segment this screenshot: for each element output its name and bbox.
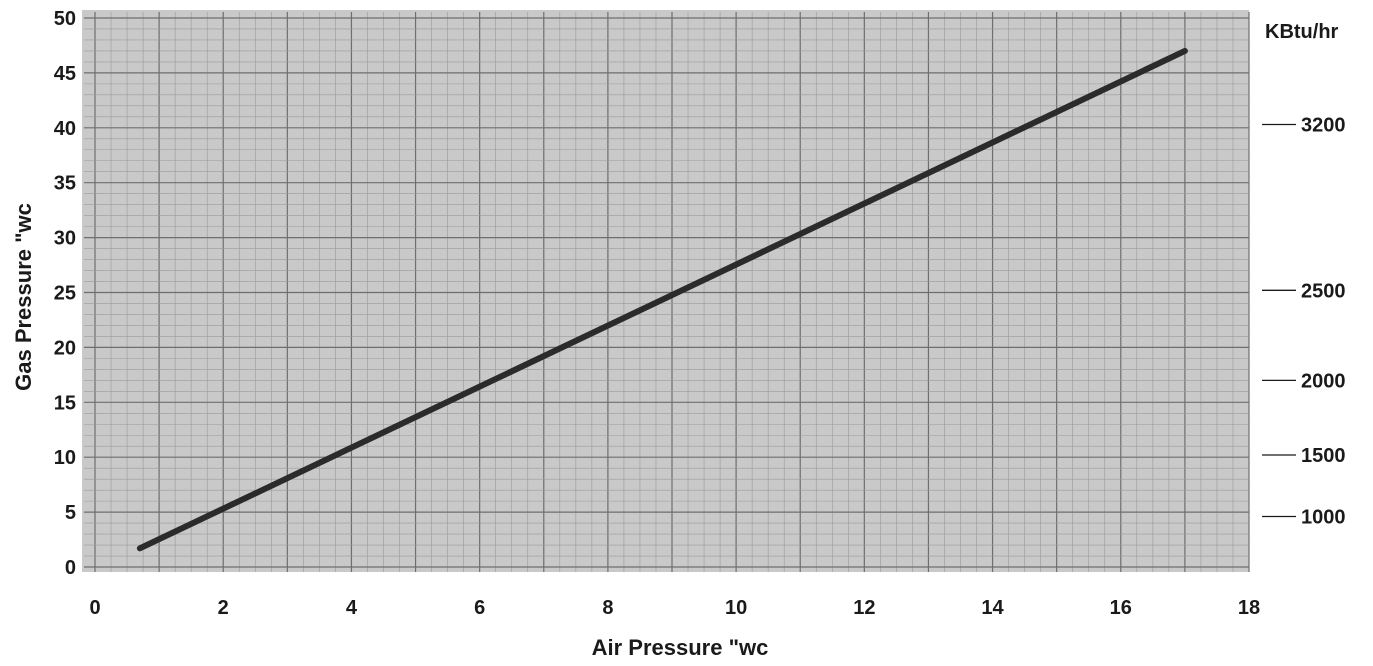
series-layer	[136, 47, 1188, 552]
y-axis-title: Gas Pressure "wc	[11, 203, 36, 391]
x-tick-label: 16	[1110, 597, 1132, 619]
secondary-tick-label: 2000	[1301, 370, 1346, 392]
y-tick-label: 45	[54, 63, 76, 85]
y-tick-label: 15	[54, 392, 76, 414]
y-tick-label: 50	[54, 8, 76, 30]
y-tick-label: 5	[65, 502, 76, 524]
x-tick-label: 14	[981, 597, 1004, 619]
x-axis-ticks: 0 2 4 6 8 10 12 14 16 18	[89, 597, 1260, 619]
x-tick-label: 12	[853, 597, 875, 619]
grid	[84, 12, 1250, 572]
x-tick-label: 8	[602, 597, 613, 619]
y-axis-ticks: 0 5 10 15 20 25 30 35 40 45 50	[54, 8, 76, 579]
y-tick-label: 35	[54, 173, 76, 195]
y-tick-label: 40	[54, 118, 76, 140]
y-tick-label: 25	[54, 283, 76, 305]
x-tick-label: 10	[725, 597, 747, 619]
y-tick-label: 0	[65, 557, 76, 579]
x-tick-label: 18	[1238, 597, 1260, 619]
x-tick-label: 0	[89, 597, 100, 619]
y-tick-label: 30	[54, 228, 76, 250]
secondary-tick-label: 1500	[1301, 445, 1346, 467]
secondary-axis-title: KBtu/hr	[1265, 21, 1339, 43]
secondary-tick-label: 2500	[1301, 280, 1346, 302]
x-tick-label: 2	[218, 597, 229, 619]
series-line	[136, 47, 1188, 552]
x-tick-label: 6	[474, 597, 485, 619]
secondary-tick-label: 1000	[1301, 506, 1346, 528]
y-tick-label: 10	[54, 447, 76, 469]
x-tick-label: 4	[346, 597, 358, 619]
secondary-tick-label: 3200	[1301, 115, 1346, 137]
y-tick-label: 20	[54, 337, 76, 359]
x-axis-title: Air Pressure "wc	[592, 635, 769, 660]
secondary-axis-ticks: 3200 2500 2000 1500 1000	[1262, 115, 1346, 528]
plot-background	[82, 10, 1249, 572]
